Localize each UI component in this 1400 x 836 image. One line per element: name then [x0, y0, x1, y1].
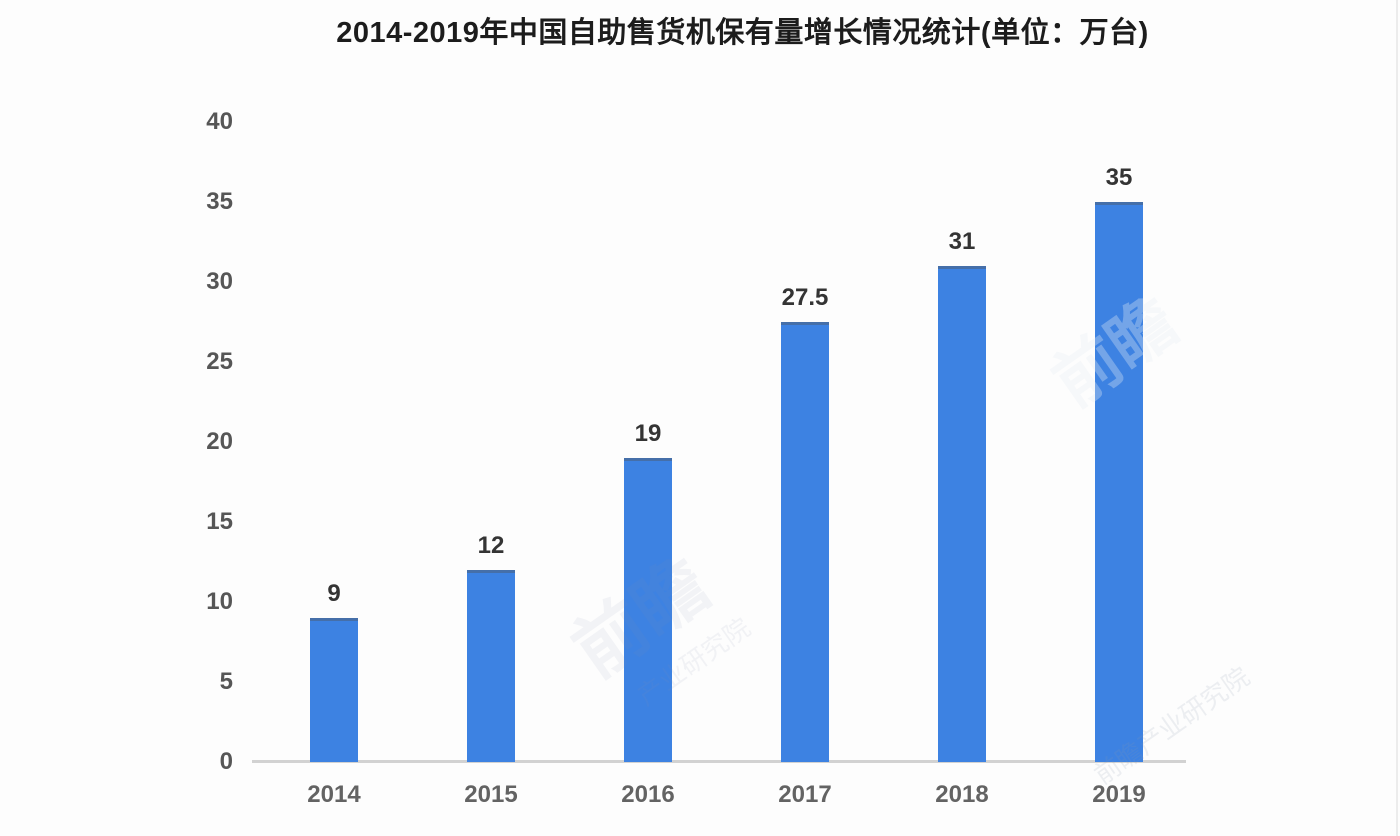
right-edge-line	[1396, 0, 1398, 836]
bar-2019	[1095, 202, 1143, 762]
y-axis-tick-label: 35	[206, 188, 233, 215]
bar-2015	[467, 570, 515, 762]
y-axis-tick-label: 25	[206, 348, 233, 375]
y-axis-tick-label: 20	[206, 428, 233, 455]
y-axis-tick-label: 0	[219, 748, 233, 775]
bar-value-label: 27.5	[781, 284, 829, 311]
y-axis-tick-label: 30	[206, 268, 233, 295]
x-axis-tick-label: 2015	[464, 781, 518, 808]
bar-value-label: 31	[948, 228, 976, 255]
chart-title: 2014-2019年中国自助售货机保有量增长情况统计(单位：万台)	[336, 17, 1149, 49]
y-axis-tick-label: 10	[206, 588, 233, 615]
x-axis-tick-label: 2016	[621, 781, 675, 808]
x-axis-tick-label: 2014	[307, 781, 361, 808]
x-axis-tick-label: 2019	[1092, 781, 1146, 808]
bar-value-label: 12	[477, 532, 505, 559]
x-axis-tick-label: 2017	[778, 781, 832, 808]
bar-value-label: 35	[1105, 164, 1133, 191]
bar-2016	[624, 458, 672, 762]
bar-2017	[781, 322, 829, 762]
bar-value-label: 19	[634, 420, 662, 447]
y-axis-tick-label: 15	[206, 508, 233, 535]
bar-2014	[310, 618, 358, 762]
x-axis-line	[252, 760, 1186, 763]
y-axis-tick-label: 40	[206, 108, 233, 135]
x-axis-tick-label: 2018	[935, 781, 989, 808]
y-axis-tick-label: 5	[219, 668, 233, 695]
bar-value-label: 9	[327, 580, 341, 607]
bar-2018	[938, 266, 986, 762]
